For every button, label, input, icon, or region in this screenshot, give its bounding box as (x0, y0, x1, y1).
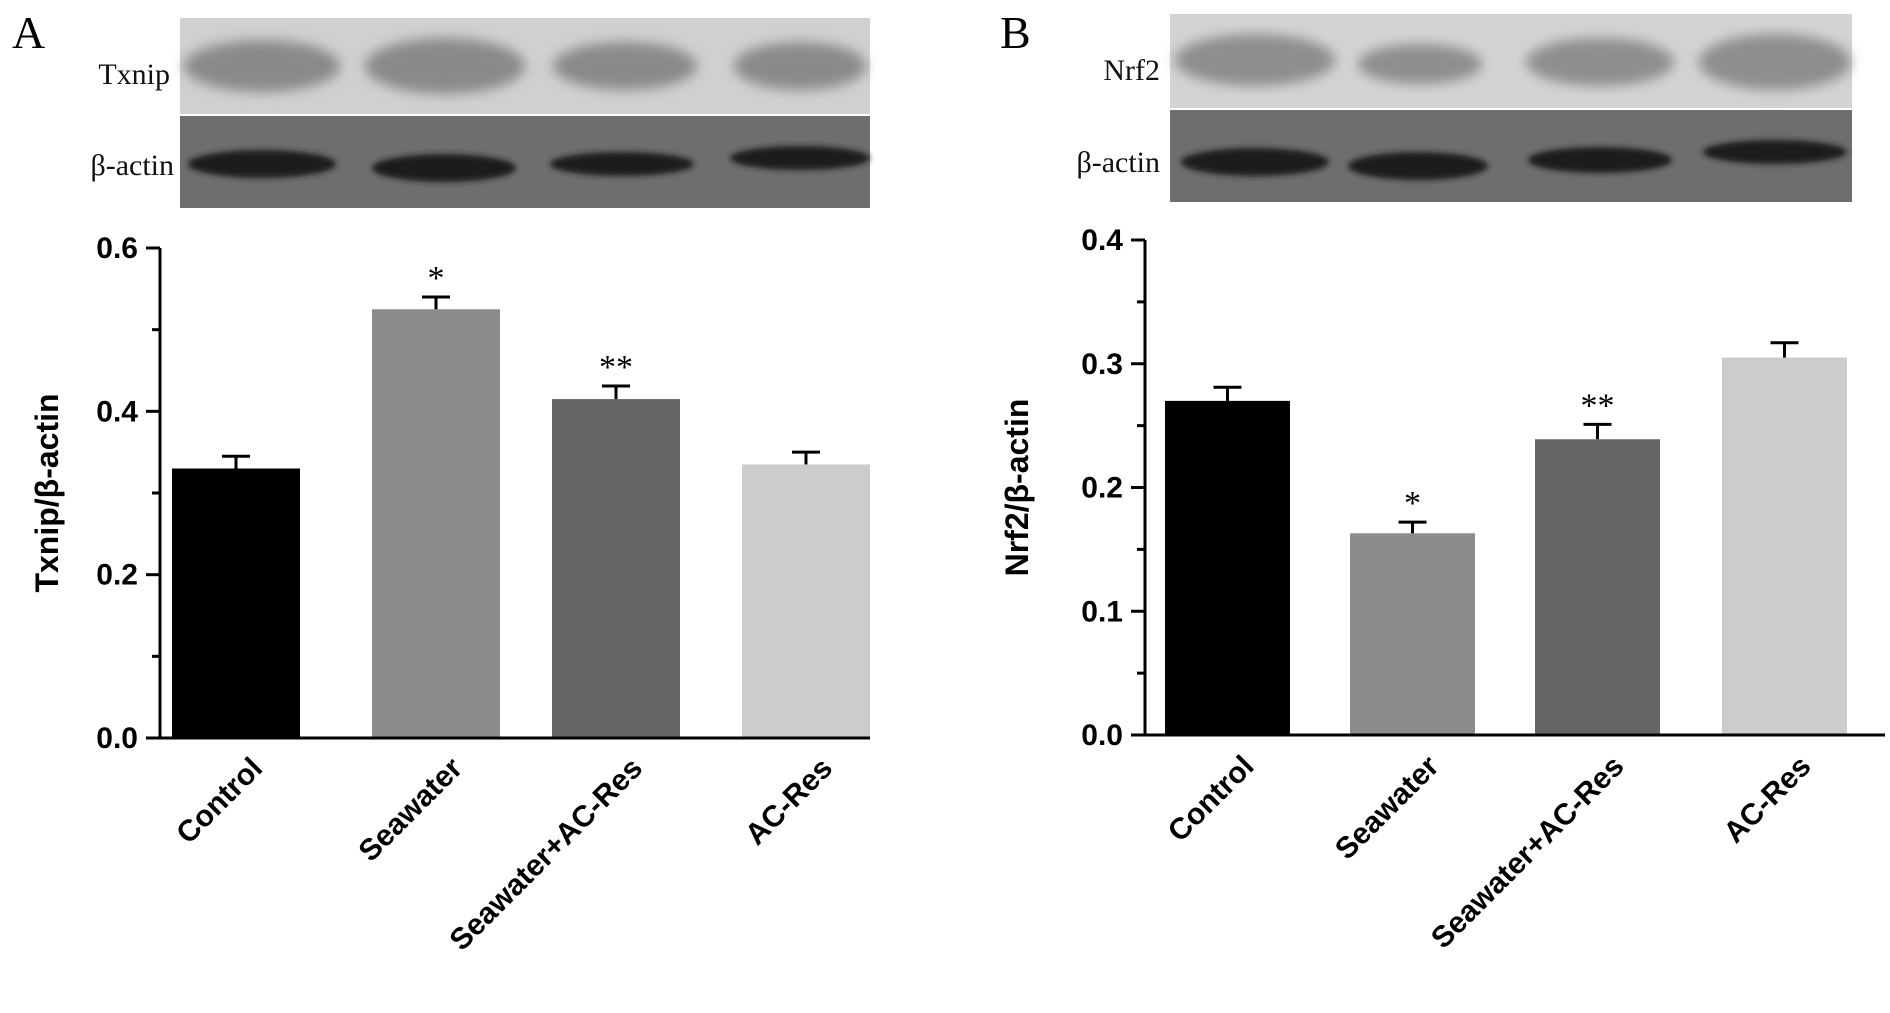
y-tick-label: 0.3 (1081, 348, 1123, 381)
blot-label-beta-actin-b: β-actin (1076, 146, 1160, 179)
category-label-4: AC-Res (1717, 750, 1817, 850)
y-tick-label: 0.2 (1081, 472, 1123, 505)
blot-label-nrf2: Nrf2 (1103, 54, 1160, 87)
bar-1 (1165, 400, 1290, 735)
category-label-3: Seawater+AC-Res (443, 752, 649, 958)
panel-letter-a: A (12, 7, 45, 58)
y-tick-label: 0.4 (1081, 224, 1123, 257)
category-label-1: Control (170, 752, 269, 851)
western-blot-b (1170, 14, 1852, 202)
significance-mark-2: * (1404, 485, 1421, 522)
significance-mark-2: * (428, 260, 445, 297)
bar-3 (1535, 439, 1660, 735)
category-label-2: Seawater (352, 751, 469, 868)
significance-mark-3: ** (1581, 387, 1615, 424)
bar-3 (552, 399, 680, 738)
bar-2 (1350, 533, 1475, 735)
y-tick-label: 0.2 (96, 559, 138, 592)
category-label-3: Seawater+AC-Res (1425, 750, 1631, 956)
bar-chart-nrf2: Control * Seawater ** Seawater+AC-Res AC-Res 0… (999, 224, 1885, 955)
category-label-4: AC-Res (739, 752, 839, 852)
y-axis-title: Nrf2/β-actin (999, 399, 1035, 577)
bar-2 (372, 309, 500, 738)
significance-mark-3: ** (599, 349, 633, 386)
western-blot-a (180, 18, 870, 208)
y-axis-title: Txnip/β-actin (29, 393, 65, 592)
y-tick-label: 0.0 (96, 722, 138, 755)
y-tick-label: 0.1 (1081, 595, 1123, 628)
y-tick-label: 0.0 (1081, 719, 1123, 752)
blot-label-beta-actin-a: β-actin (90, 149, 174, 182)
category-label-1: Control (1162, 750, 1261, 849)
y-tick-label: 0.4 (96, 395, 138, 428)
blot-label-txnip: Txnip (98, 58, 170, 91)
y-tick-label: 0.6 (96, 232, 138, 265)
bar-4 (742, 464, 870, 738)
bar-4 (1722, 357, 1847, 735)
panel-letter-b: B (1000, 7, 1031, 58)
bar-1 (172, 468, 300, 738)
category-label-2: Seawater (1329, 749, 1446, 866)
bar-chart-txnip: Control * Seawater ** Seawater+AC-Res AC-Res 0… (29, 232, 870, 957)
